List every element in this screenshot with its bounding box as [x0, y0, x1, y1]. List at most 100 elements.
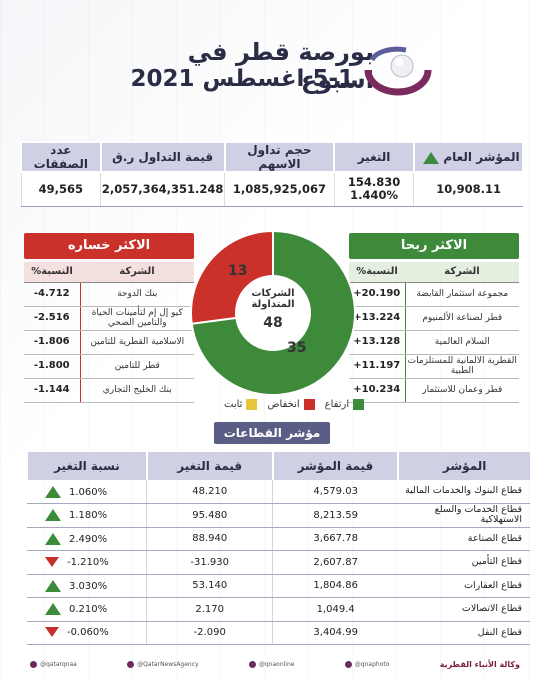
legend-swatch-up: [353, 399, 365, 410]
company-name: قطر وعمان للاستثمار: [405, 378, 519, 403]
company-pct: -1.144: [24, 378, 81, 403]
companies-donut-chart: [190, 229, 356, 396]
sector-name: قطاع الصناعة: [398, 527, 530, 551]
table-row: قطاع البنوك والخدمات المالية 4,579.03 48.2…: [27, 480, 530, 504]
index-summary-table: المؤشر العام التغير حجم تداول الاسهم قيم…: [20, 141, 525, 207]
gainers-company-header: الشركة: [405, 262, 519, 283]
losers-company-header: الشركة: [80, 262, 194, 283]
sector-pct: 0.210%: [27, 597, 147, 622]
table-row: القطرية الالمانية للمستلزمات الطبية +11.1…: [349, 354, 519, 379]
top-losers-panel: الاكثر خساره الشركة النسبة% بنك الدوحة -4…: [24, 233, 194, 403]
company-pct: -4.712: [24, 282, 81, 307]
up-arrow-icon: [45, 579, 61, 592]
sector-name: قطاع النقل: [398, 621, 530, 645]
top-gainers-title: الاكثر ربحا: [349, 233, 519, 259]
social-handle: @qatarqnaa: [40, 661, 77, 668]
sector-value: 3,667.78: [272, 527, 399, 551]
traded-value: 2,057,364,351.248: [100, 171, 225, 207]
social-icon: [127, 661, 135, 668]
down-arrow-icon: [45, 556, 59, 567]
company-pct: -1.806: [24, 330, 81, 355]
sector-index-title: مؤشر القطاعات: [214, 422, 330, 444]
top-losers-title: الاكثر خساره: [24, 233, 194, 259]
company-name: بنك الخليج التجاري: [80, 378, 194, 403]
sector-name: قطاع الخدمات والسلع الاستهلاكية: [398, 503, 530, 528]
table-row: قطاع الاتصالات 1,049.4 2.170 0.210%: [27, 597, 530, 622]
sector-name: قطاع البنوك والخدمات المالية: [398, 480, 530, 504]
index-value: 10,908.11: [413, 171, 523, 207]
company-pct: +13.224: [349, 306, 406, 331]
social-icon: [248, 661, 256, 668]
donut-total: 48: [263, 315, 283, 331]
sector-value: 4,579.03: [272, 480, 399, 504]
company-name: مجموعة استثمار القابضة: [405, 282, 519, 307]
legend-item-down: انخفاض: [267, 399, 315, 410]
social-icon: [30, 661, 37, 668]
page-subtitle: 5-1 اغسطس 2021: [130, 66, 354, 92]
volume-header: حجم تداول الاسهم: [223, 141, 336, 173]
company-pct: +20.190: [349, 282, 406, 307]
table-row: الاسلامية القطرية للتامين -1.806: [24, 330, 194, 355]
sector-change-header: قيمة التغير: [145, 452, 273, 480]
sector-pct: -1.210%: [27, 550, 147, 575]
donut-legend: ارتفاع انخفاض ثابت: [224, 399, 365, 410]
table-row: قطاع النقل 3,404.99 -2.090 -0.060%: [27, 621, 530, 645]
sector-pct-value: 2.490%: [69, 533, 108, 545]
logo-icon: [364, 46, 432, 96]
footer: @qatarqnaa @QatarNewsAgency @qnaonline @…: [30, 660, 520, 669]
company-name: الاسلامية القطرية للتامين: [80, 330, 194, 355]
donut-up-count: 35: [287, 340, 307, 356]
page-title: بورصة قطر في اسبوع: [187, 38, 374, 94]
sector-value-header: قيمة المؤشر: [271, 452, 399, 480]
footer-brand: وكالة الأنباء القطرية: [439, 660, 520, 669]
sector-pct-value: -0.060%: [67, 627, 109, 639]
table-row: كيو إل إم لتأمينات الحياة والتامين الصحي…: [24, 306, 194, 331]
legend-swatch-down: [303, 399, 315, 410]
legend-label-up: ارتفاع: [324, 399, 350, 410]
legend-swatch-flat: [246, 399, 258, 410]
volume-value: 1,085,925,067: [224, 171, 335, 207]
table-row: قطاع الخدمات والسلع الاستهلاكية 8,213.59 9…: [27, 503, 530, 528]
sector-pct: 1.060%: [27, 480, 147, 504]
legend-item-up: ارتفاع: [324, 399, 365, 410]
sector-value: 3,404.99: [272, 621, 399, 645]
sector-pct: 1.180%: [27, 503, 147, 528]
company-name: السلام العالمية: [405, 330, 519, 355]
sector-change: -31.930: [146, 550, 273, 575]
table-row: قطاع العقارات 1,804.86 53.140 3.030%: [27, 574, 530, 598]
up-arrow-icon: [423, 151, 440, 164]
down-arrow-icon: [45, 627, 59, 638]
sector-change: 95.480: [146, 503, 273, 528]
table-row: قطاع الصناعة 3,667.78 88.940 2.490%: [27, 527, 530, 551]
company-name: قطر للتامين: [80, 354, 194, 379]
company-pct: +13.128: [349, 330, 406, 355]
sector-pct: -0.060%: [27, 621, 147, 645]
table-row: بنك الخليج التجاري -1.144: [24, 378, 194, 403]
footer-social-1: @qatarqnaa: [30, 661, 77, 668]
footer-social-3: @qnaonline: [248, 661, 295, 668]
legend-label-flat: ثابت: [224, 399, 243, 410]
company-name: كيو إل إم لتأمينات الحياة والتامين الصحي: [80, 306, 194, 331]
index-change: 154.830 1.440%: [333, 171, 414, 207]
legend-item-flat: ثابت: [224, 399, 258, 410]
sector-change: -2.090: [146, 621, 273, 645]
up-arrow-icon: [45, 509, 61, 522]
sector-change: 2.170: [146, 597, 273, 622]
deals-value: 49,565: [20, 171, 101, 207]
table-row: مجموعة استثمار القابضة +20.190: [349, 282, 519, 307]
up-arrow-icon: [45, 485, 61, 498]
table-row: بنك الدوحة -4.712: [24, 282, 194, 307]
footer-social-4: @qnaphoto: [344, 661, 390, 668]
sector-pct-value: 1.060%: [69, 486, 108, 498]
table-row: قطر وعمان للاستثمار +10.234: [349, 378, 519, 403]
social-handle: @qnaphoto: [354, 661, 390, 668]
company-pct: +11.197: [349, 354, 406, 379]
sector-pct-header: نسبة التغير: [26, 452, 147, 480]
sector-value: 2,607.87: [272, 550, 399, 575]
table-row: قطر للتامين -1.800: [24, 354, 194, 379]
sector-change: 88.940: [146, 527, 273, 551]
social-handle: @qnaonline: [258, 661, 295, 668]
social-handle: @QatarNewsAgency: [137, 661, 199, 668]
sector-pct-value: 0.210%: [69, 604, 108, 616]
sector-name-header: المؤشر: [397, 452, 530, 480]
